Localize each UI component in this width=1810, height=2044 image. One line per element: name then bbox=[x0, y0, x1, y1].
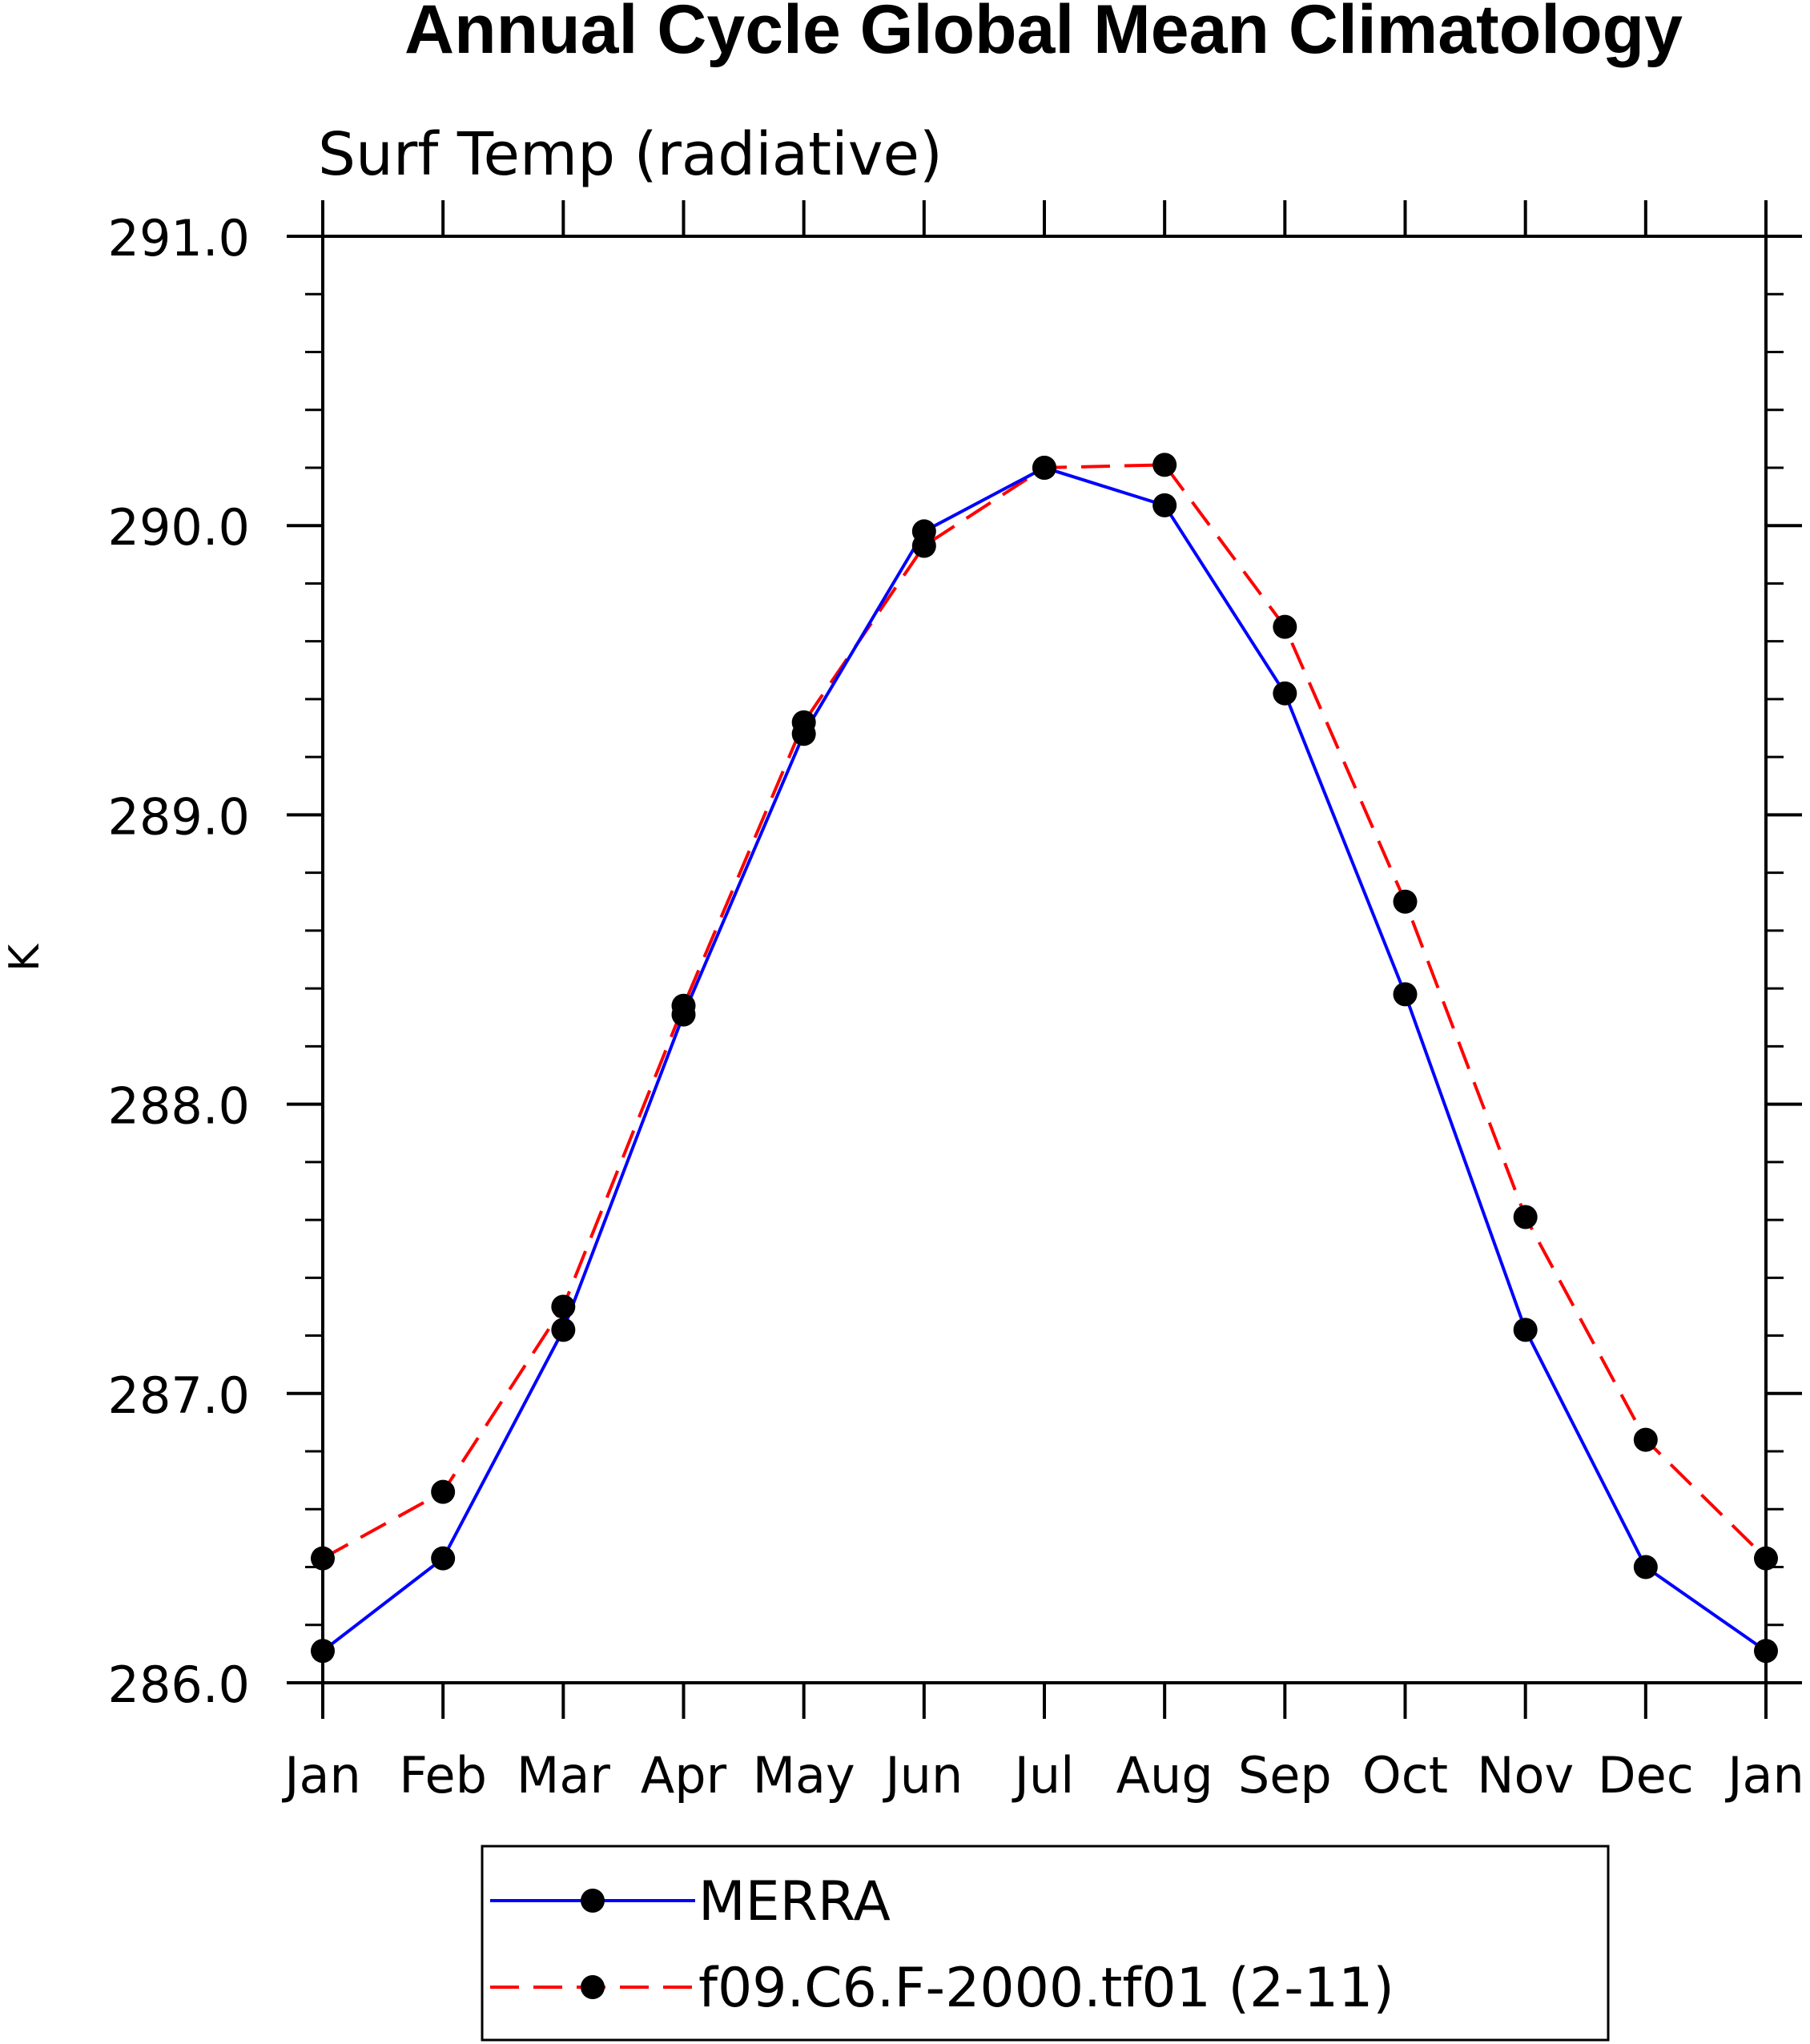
data-point-merra bbox=[1273, 681, 1297, 706]
data-point-merra bbox=[1513, 1318, 1538, 1342]
data-point-model bbox=[671, 993, 696, 1018]
legend-label: MERRA bbox=[698, 1870, 891, 1933]
data-point-merra bbox=[1754, 1639, 1778, 1664]
data-point-model bbox=[911, 533, 936, 558]
y-tick-label: 289.0 bbox=[108, 787, 251, 846]
x-tick-label: Sep bbox=[1238, 1746, 1332, 1805]
y-tick-label: 286.0 bbox=[108, 1656, 251, 1714]
x-tick-label: Jun bbox=[882, 1746, 963, 1805]
data-point-model bbox=[1633, 1427, 1658, 1452]
data-point-model bbox=[551, 1294, 576, 1319]
y-tick-label: 291.0 bbox=[108, 209, 251, 268]
legend-marker bbox=[581, 1975, 605, 1999]
data-point-merra bbox=[1152, 493, 1177, 517]
data-point-merra bbox=[1393, 982, 1418, 1007]
chart-subtitle: Surf Temp (radiative) bbox=[318, 120, 943, 189]
y-axis-label: K bbox=[1, 943, 49, 972]
series-line-merra bbox=[321, 465, 1768, 1652]
series-line-model bbox=[322, 463, 1768, 1560]
data-point-model bbox=[1273, 614, 1297, 639]
legend-label: f09.C6.F-2000.tf01 (2-11) bbox=[698, 1957, 1394, 2020]
plot-frame bbox=[321, 235, 1768, 1684]
data-point-model bbox=[1754, 1546, 1778, 1571]
legend-marker bbox=[581, 1889, 605, 1913]
data-point-model bbox=[1513, 1205, 1538, 1229]
legend-box bbox=[481, 1845, 1610, 2042]
data-point-merra bbox=[311, 1639, 335, 1664]
y-tick-label: 288.0 bbox=[108, 1077, 251, 1136]
x-tick-label: Oct bbox=[1362, 1746, 1448, 1805]
series-layer bbox=[311, 453, 1778, 1664]
x-tick-label: Feb bbox=[399, 1746, 487, 1805]
x-tick-label: Jul bbox=[1012, 1746, 1075, 1805]
data-point-model bbox=[1393, 889, 1418, 914]
x-tick-label: Apr bbox=[641, 1746, 727, 1805]
data-point-merra bbox=[551, 1318, 576, 1342]
data-point-model bbox=[1032, 455, 1056, 480]
data-point-model bbox=[1152, 453, 1177, 477]
x-tick-label: May bbox=[753, 1746, 855, 1805]
chart-title: Annual Cycle Global Mean Climatology bbox=[404, 0, 1683, 68]
data-point-model bbox=[791, 710, 816, 734]
legend: MERRA f09.C6.F-2000.tf01 (2-11) bbox=[481, 1845, 1610, 2042]
y-tick-label: 290.0 bbox=[108, 498, 251, 557]
data-point-merra bbox=[431, 1546, 456, 1571]
data-point-merra bbox=[1633, 1555, 1658, 1579]
x-tick-label: Nov bbox=[1477, 1746, 1574, 1805]
x-tick-label: Mar bbox=[517, 1746, 610, 1805]
y-tick-label: 287.0 bbox=[108, 1366, 251, 1425]
data-point-model bbox=[311, 1546, 335, 1571]
x-tick-label: Dec bbox=[1598, 1746, 1694, 1805]
x-tick-label: Jan bbox=[1724, 1746, 1804, 1805]
x-tick-label: Jan bbox=[281, 1746, 361, 1805]
data-point-model bbox=[431, 1479, 456, 1504]
plot-axes: Jan Feb Mar Apr May Jun Jul Aug Sep Oct Nov Dec Jan 2… bbox=[108, 200, 1804, 1805]
x-tick-label: Aug bbox=[1116, 1746, 1213, 1805]
